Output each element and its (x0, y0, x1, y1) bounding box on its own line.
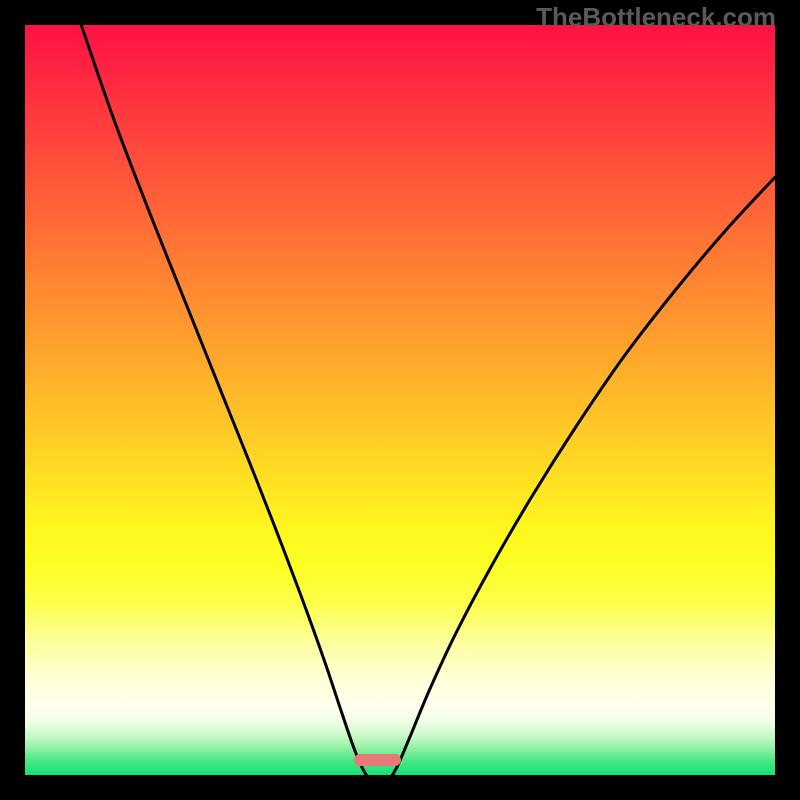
chart-container: TheBottleneck.com (0, 0, 800, 800)
plot-area (25, 25, 775, 775)
curve-left-branch (81, 25, 366, 775)
bottleneck-curve (25, 25, 775, 775)
optimal-marker (354, 754, 401, 766)
watermark-text: TheBottleneck.com (536, 2, 776, 33)
curve-right-branch (393, 177, 776, 775)
